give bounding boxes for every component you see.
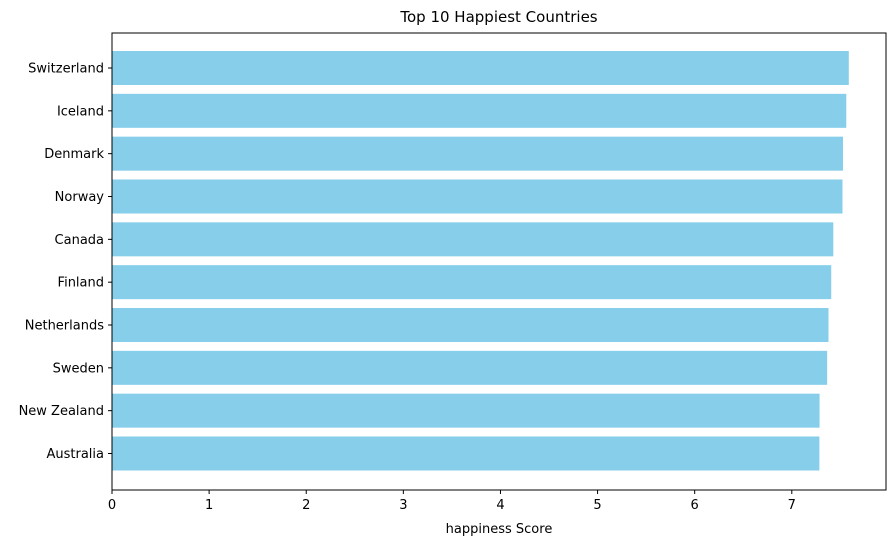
bar bbox=[112, 350, 828, 385]
bar bbox=[112, 436, 820, 471]
y-tick-label: Australia bbox=[46, 447, 104, 462]
y-tick-label: Iceland bbox=[57, 104, 104, 119]
y-tick-label: Norway bbox=[55, 190, 105, 205]
y-tick-label: Netherlands bbox=[25, 319, 104, 334]
x-tick-label: 4 bbox=[496, 498, 504, 513]
bar bbox=[112, 136, 843, 171]
x-tick-label: 2 bbox=[302, 498, 310, 513]
x-tick-label: 0 bbox=[108, 498, 116, 513]
x-tick-label: 1 bbox=[205, 498, 213, 513]
x-tick-label: 6 bbox=[691, 498, 699, 513]
bar bbox=[112, 308, 829, 342]
y-tick-label: Finland bbox=[58, 276, 104, 291]
x-tick-label: 7 bbox=[788, 498, 796, 513]
bar bbox=[112, 179, 843, 214]
y-tick-label: Switzerland bbox=[28, 62, 104, 77]
y-tick-label: New Zealand bbox=[19, 404, 104, 419]
bar bbox=[112, 222, 834, 257]
bar bbox=[112, 265, 832, 300]
y-tick-label: Sweden bbox=[53, 361, 104, 376]
plot-frame bbox=[111, 32, 887, 491]
bar bbox=[112, 51, 849, 85]
x-tick-label: 5 bbox=[593, 498, 601, 513]
x-tick-label: 3 bbox=[399, 498, 407, 513]
bar bbox=[112, 93, 847, 128]
plot-area: Switzerland Iceland Denmark Norway Canada Fin… bbox=[19, 32, 887, 513]
bar bbox=[112, 393, 820, 428]
chart-title: Top 10 Happiest Countries bbox=[399, 8, 597, 26]
y-tick-label: Denmark bbox=[44, 147, 104, 162]
y-tick-label: Canada bbox=[55, 233, 104, 248]
x-axis-label: happiness Score bbox=[446, 522, 553, 537]
